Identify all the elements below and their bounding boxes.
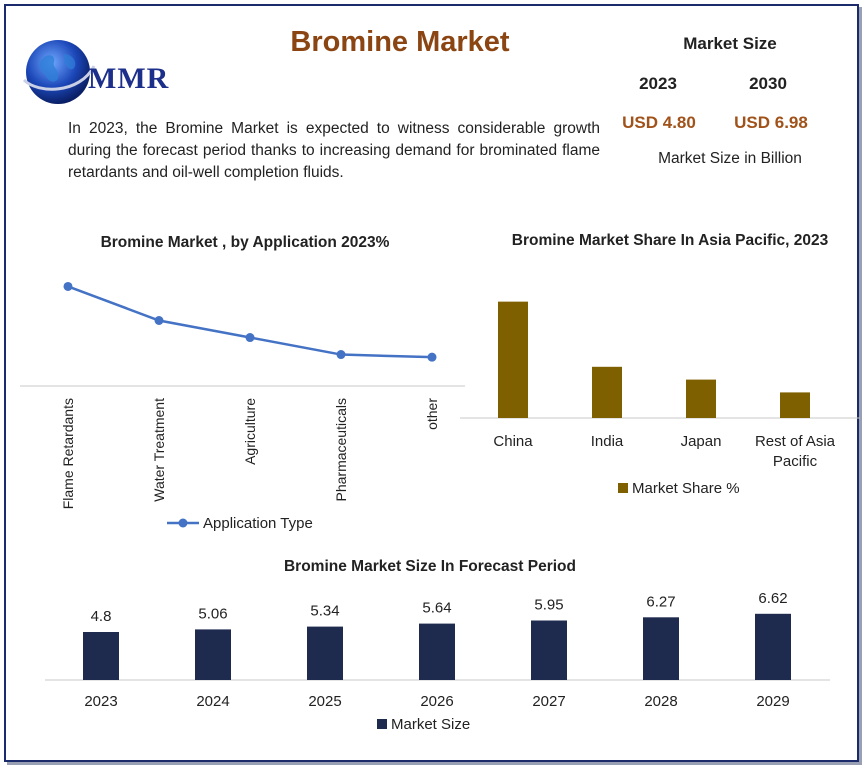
globe-logo-icon xyxy=(22,40,96,104)
x-tick-label: other xyxy=(424,398,440,430)
market-size-value-2030: USD 6.98 xyxy=(734,113,808,132)
forecast-bar-chart: 4.8 2023 5.06 2024 5.34 2025 5.64 2026 5.95 2027 6… xyxy=(45,590,830,733)
data-label: 5.64 xyxy=(422,600,451,617)
data-label: 6.62 xyxy=(758,590,787,607)
legend-marker xyxy=(178,518,188,528)
bar-2025 xyxy=(307,626,343,680)
x-tick-label: China xyxy=(493,433,533,450)
x-tick-label: 2027 xyxy=(532,693,565,710)
x-tick-label: 2024 xyxy=(196,693,229,710)
data-point xyxy=(245,333,255,343)
x-tick-label-line2: Pacific xyxy=(773,453,818,470)
application-chart-title: Bromine Market , by Application 2023% xyxy=(100,234,390,251)
application-line-chart: Flame Retardants Water Treatment Agricultu… xyxy=(20,281,465,532)
logo-text: MMR xyxy=(88,62,170,95)
data-label: 4.8 xyxy=(91,608,112,625)
data-point xyxy=(154,316,164,325)
x-tick-label: 2025 xyxy=(308,693,341,710)
x-tick-label: Agriculture xyxy=(242,398,258,465)
legend-label: Application Type xyxy=(203,515,313,532)
bar-2024 xyxy=(195,629,231,680)
bar-2023 xyxy=(83,632,119,680)
x-tick-label: 2029 xyxy=(756,693,789,710)
intro-paragraph: In 2023, the Bromine Market is expected … xyxy=(68,120,600,181)
x-tick-label: Pharmaceuticals xyxy=(333,398,349,502)
series-line-application-type xyxy=(67,285,433,359)
bar-japan xyxy=(686,379,716,418)
bar-rest-of-asia-pacific xyxy=(780,392,810,418)
legend-label: Market Share % xyxy=(632,480,740,497)
asia-pacific-chart-title: Bromine Market Share In Asia Pacific, 20… xyxy=(511,232,829,249)
bar-2028 xyxy=(643,617,679,680)
bar-china xyxy=(498,301,528,418)
x-tick-label: Water Treatment xyxy=(151,398,167,502)
data-label: 5.95 xyxy=(534,597,563,614)
data-label: 5.06 xyxy=(198,605,227,622)
data-point xyxy=(336,350,346,360)
market-size-year-2023: 2023 xyxy=(639,74,677,93)
data-label: 6.27 xyxy=(646,593,675,610)
legend-swatch xyxy=(377,719,387,729)
x-tick-label: 2028 xyxy=(644,693,677,710)
bar-india xyxy=(592,366,622,418)
bar-2027 xyxy=(531,620,567,680)
market-size-value-2023: USD 4.80 xyxy=(622,113,696,132)
x-tick-label: 2023 xyxy=(84,693,117,710)
data-point xyxy=(427,352,437,362)
market-size-heading: Market Size xyxy=(683,34,777,53)
x-tick-label: 2026 xyxy=(420,693,453,710)
data-label: 5.34 xyxy=(310,603,339,620)
market-size-year-2030: 2030 xyxy=(749,74,787,93)
page-title: Bromine Market xyxy=(290,26,510,58)
asia-pacific-bar-chart: China India Japan Rest of Asia Pacific Market… xyxy=(460,301,860,497)
x-tick-label: Flame Retardants xyxy=(60,398,76,509)
forecast-chart-title: Bromine Market Size In Forecast Period xyxy=(283,558,576,575)
data-point xyxy=(63,281,73,291)
x-tick-label: Rest of Asia xyxy=(755,433,836,450)
x-tick-label: India xyxy=(591,433,624,450)
market-size-unit: Market Size in Billion xyxy=(658,150,802,167)
bar-2029 xyxy=(755,613,791,680)
legend-swatch xyxy=(618,483,628,493)
x-tick-label: Japan xyxy=(681,433,722,450)
legend-label: Market Size xyxy=(391,716,470,733)
bar-2026 xyxy=(419,623,455,680)
